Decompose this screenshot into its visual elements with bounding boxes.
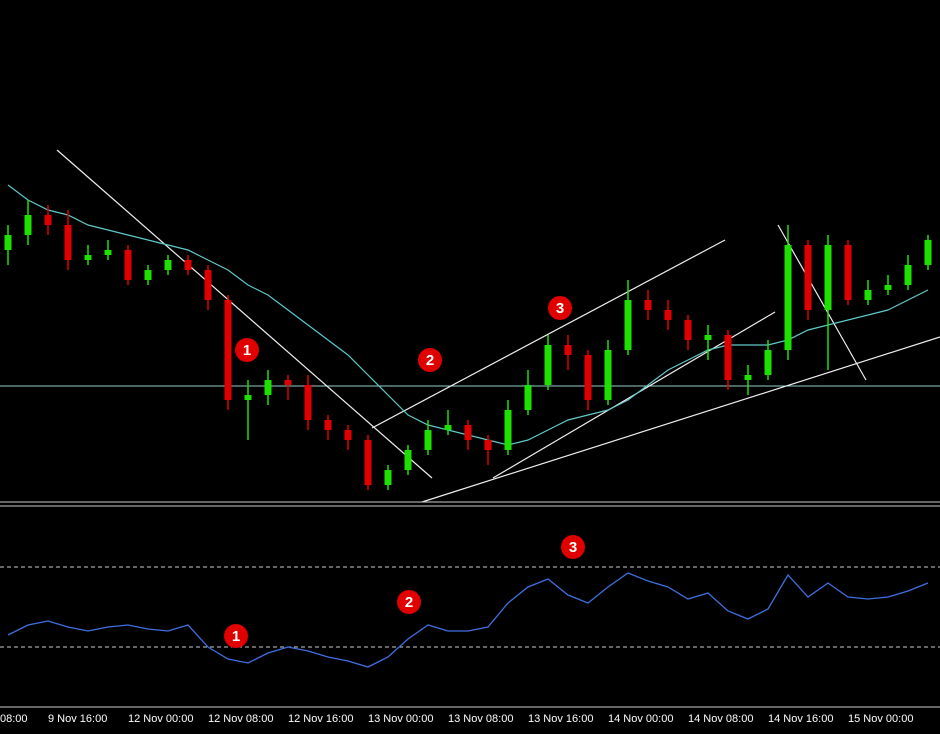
candle-body	[464, 425, 472, 440]
candle-body	[164, 260, 172, 270]
x-tick-label: 08:00	[0, 713, 28, 725]
annotation-label: 2	[405, 594, 413, 611]
annotation-badge	[548, 296, 572, 320]
candle-body	[524, 385, 532, 410]
x-tick-label: 13 Nov 00:00	[368, 713, 433, 725]
candle-body	[224, 300, 232, 400]
trend-line	[777, 224, 867, 381]
candle-body	[804, 245, 812, 310]
candle-body	[784, 245, 792, 350]
oscillator-line	[7, 572, 929, 668]
annotation-badge	[561, 535, 585, 559]
x-tick-label: 12 Nov 00:00	[128, 713, 193, 725]
candle-body	[724, 335, 732, 380]
candle-body	[904, 265, 912, 285]
candle-body	[764, 350, 772, 375]
x-tick-label: 13 Nov 16:00	[528, 713, 593, 725]
candle-body	[44, 215, 52, 225]
candle-body	[564, 345, 572, 355]
annotation: 3	[548, 296, 572, 320]
candle-body	[504, 410, 512, 450]
annotation-badge	[235, 338, 259, 362]
annotation-label: 3	[556, 300, 564, 317]
candle-body	[644, 300, 652, 310]
candle-body	[744, 375, 752, 380]
annotation-label: 1	[243, 342, 251, 359]
candle-body	[4, 235, 12, 250]
annotation: 1	[235, 338, 259, 362]
candle-body	[364, 440, 372, 485]
trend-line	[56, 149, 433, 479]
x-tick-label: 12 Nov 16:00	[288, 713, 353, 725]
candle-body	[404, 450, 412, 470]
candle-body	[484, 440, 492, 450]
candle-body	[64, 225, 72, 260]
candle-body	[124, 250, 132, 280]
candle-body	[384, 470, 392, 485]
candle-body	[704, 335, 712, 340]
candle-body	[864, 290, 872, 300]
candle-body	[244, 395, 252, 400]
candle-body	[324, 420, 332, 430]
candle-body	[304, 385, 312, 420]
candle-body	[444, 425, 452, 430]
annotation-label: 2	[426, 352, 434, 369]
candle-body	[624, 300, 632, 350]
annotation: 2	[397, 590, 421, 614]
candle-body	[844, 245, 852, 300]
candle-body	[284, 380, 292, 385]
candle-body	[884, 285, 892, 290]
candle-body	[824, 245, 832, 310]
candle-body	[924, 240, 932, 265]
candle-body	[544, 345, 552, 385]
candle-body	[24, 215, 32, 235]
candle-body	[424, 430, 432, 450]
candle-body	[344, 430, 352, 440]
annotation: 2	[418, 348, 442, 372]
annotation-label: 1	[232, 628, 240, 645]
candle-body	[684, 320, 692, 340]
trend-line	[371, 239, 726, 429]
x-tick-label: 14 Nov 16:00	[768, 713, 833, 725]
x-tick-label: 13 Nov 08:00	[448, 713, 513, 725]
candle-body	[204, 270, 212, 300]
x-tick-label: 15 Nov 00:00	[848, 713, 913, 725]
candle-body	[584, 355, 592, 400]
annotation: 3	[561, 535, 585, 559]
x-tick-label: 12 Nov 08:00	[208, 713, 273, 725]
x-tick-label: 14 Nov 00:00	[608, 713, 673, 725]
x-tick-label: 9 Nov 16:00	[48, 713, 107, 725]
annotation-badge	[224, 624, 248, 648]
candle-body	[104, 250, 112, 255]
candle-body	[84, 255, 92, 260]
annotation: 1	[224, 624, 248, 648]
candle-body	[604, 350, 612, 400]
candle-body	[144, 270, 152, 280]
annotation-label: 3	[569, 539, 577, 556]
annotation-badge	[418, 348, 442, 372]
annotation-badge	[397, 590, 421, 614]
candle-body	[184, 260, 192, 270]
x-tick-label: 14 Nov 08:00	[688, 713, 753, 725]
trend-line	[421, 336, 940, 503]
candle-body	[264, 380, 272, 395]
candle-body	[664, 310, 672, 320]
